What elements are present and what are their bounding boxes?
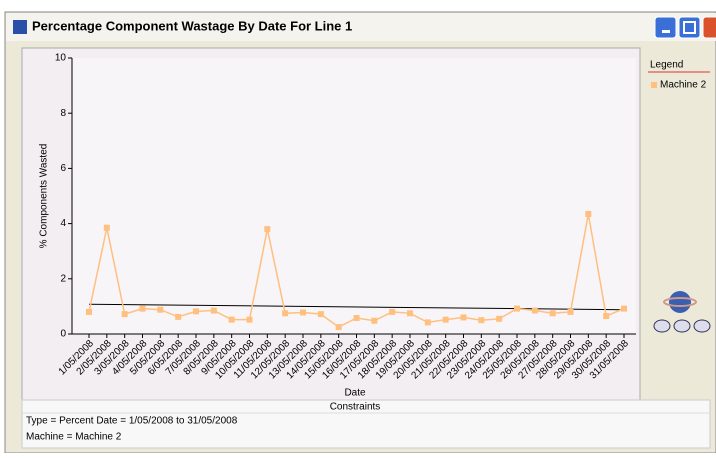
point [228,316,235,323]
point [424,319,431,326]
y-tick-label: 0 [60,329,66,340]
point [139,305,146,312]
point [621,305,627,312]
constraints-title: Constraints [330,402,381,413]
point [460,314,467,321]
minimize-icon [662,30,670,33]
point [549,310,556,317]
point [585,210,592,217]
point [210,307,217,314]
legend-title: Legend [650,60,683,71]
plot-area [72,58,636,334]
point [442,316,449,323]
logo [653,291,711,333]
point [478,317,485,324]
point [157,306,164,313]
constraints-panel [21,399,711,449]
point [264,226,271,233]
point [121,311,128,318]
y-tick-label: 4 [60,218,66,229]
app-icon [13,20,27,34]
maximize-icon [683,21,696,34]
legend-marker [651,82,657,88]
close-button[interactable] [702,16,716,39]
y-axis-label: % Components Wasted [39,144,50,249]
point [103,224,110,231]
point [496,315,503,322]
point [603,313,610,320]
point [371,317,378,324]
point [246,316,253,323]
x-axis-label: Date [344,388,366,399]
y-tick-label: 8 [60,108,66,119]
constraint-line: Type = Percent Date = 1/05/2008 to 31/05… [26,416,238,427]
y-tick-label: 10 [55,53,67,64]
point [86,308,92,315]
point [335,324,342,331]
point [531,307,538,314]
y-tick-label: 6 [60,163,66,174]
point [175,313,182,320]
point [353,314,360,321]
maximize-button[interactable] [678,16,701,39]
window-title: Percentage Component Wastage By Date For… [32,18,352,33]
minimize-button[interactable] [654,16,677,39]
title-bar [6,13,716,41]
constraint-line: Machine = Machine 2 [26,432,122,443]
point [193,308,199,315]
point [282,310,289,317]
point [389,308,396,315]
legend-label: Machine 2 [660,80,707,91]
point [300,309,306,316]
point [317,311,324,318]
y-tick-label: 2 [60,273,66,284]
point [407,310,413,317]
point [567,308,574,315]
point [514,305,520,312]
